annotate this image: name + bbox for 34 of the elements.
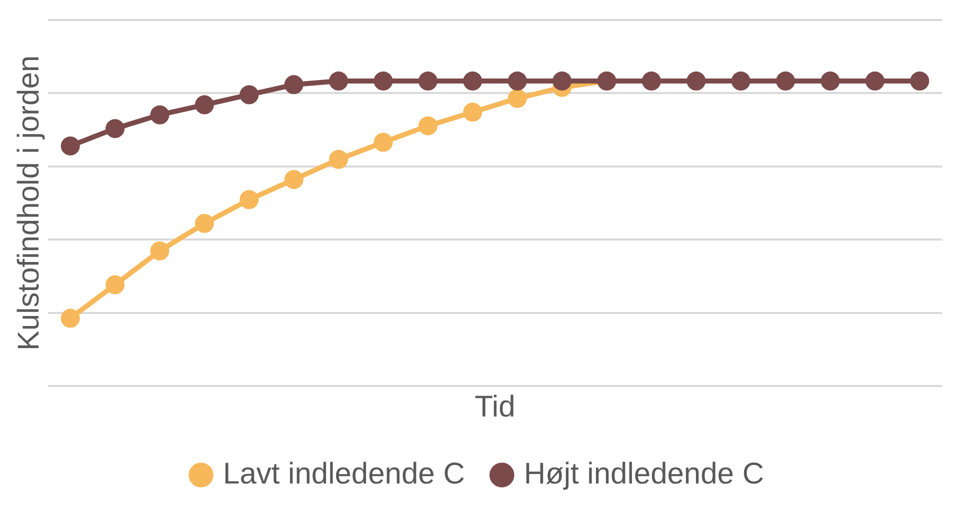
point (463, 72, 482, 90)
point (418, 116, 438, 136)
point (552, 72, 572, 90)
point (194, 95, 214, 114)
point (106, 119, 125, 138)
point (329, 150, 348, 169)
point (284, 75, 304, 94)
point (642, 72, 661, 90)
point (60, 136, 80, 156)
legend-label: Lavt indledende C (223, 457, 465, 490)
point (463, 102, 482, 122)
point (374, 72, 393, 90)
point (686, 72, 706, 90)
x-axis-title: Tid (474, 390, 516, 424)
point (60, 308, 80, 328)
point (418, 72, 438, 90)
point (508, 88, 527, 108)
y-axis-title: Kulstofindhold i jorden (12, 55, 46, 351)
point (106, 275, 125, 294)
point (194, 214, 214, 233)
point (820, 72, 840, 90)
point (284, 170, 304, 190)
legend-label: Højt indledende C (524, 457, 764, 490)
point (329, 72, 348, 90)
point (240, 85, 259, 104)
point (910, 72, 930, 90)
point (374, 132, 393, 152)
point (776, 72, 796, 90)
point (240, 190, 259, 210)
point (865, 72, 884, 90)
point (731, 72, 750, 90)
point (150, 105, 170, 124)
point (150, 241, 170, 260)
point (508, 72, 527, 90)
